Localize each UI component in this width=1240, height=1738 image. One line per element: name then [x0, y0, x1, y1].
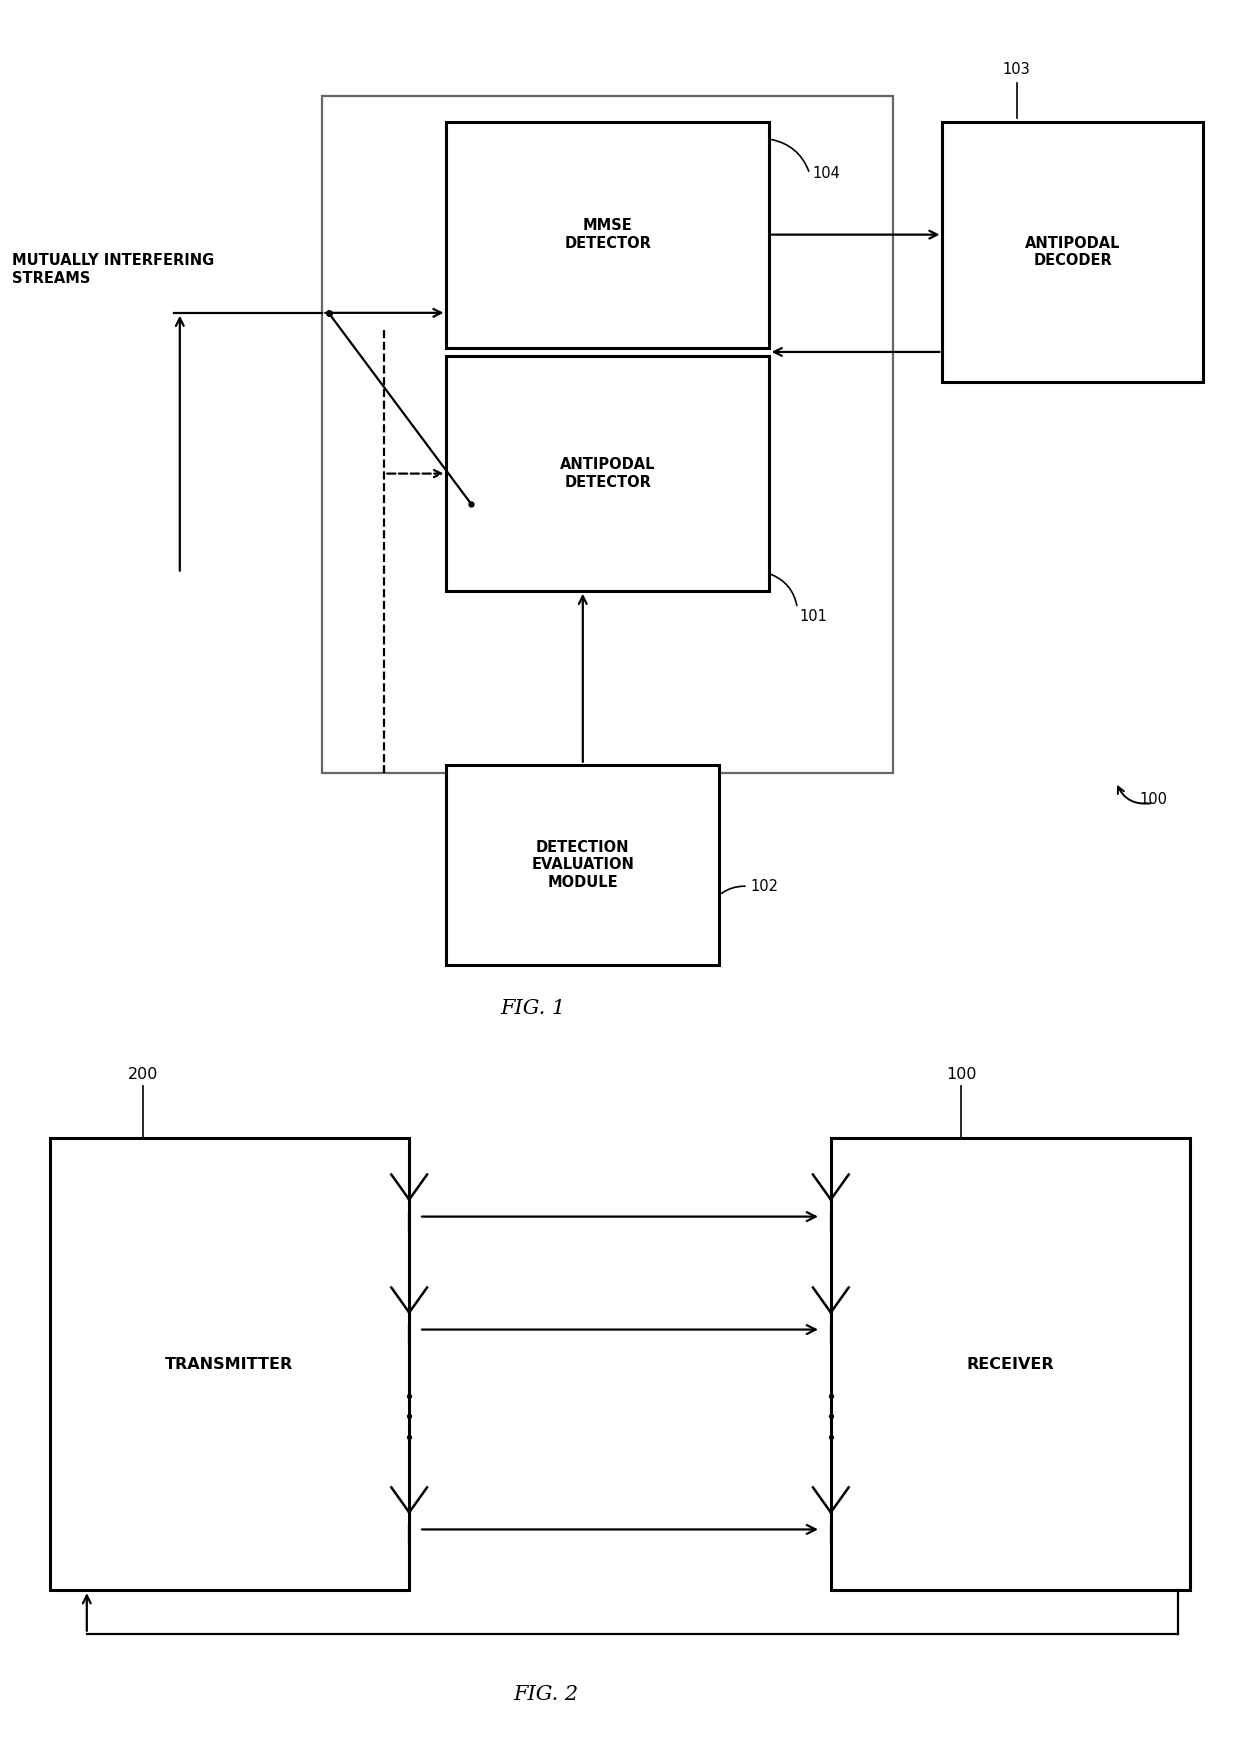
Bar — [942, 122, 1203, 382]
Text: 100: 100 — [1140, 793, 1167, 806]
Text: ANTIPODAL
DETECTOR: ANTIPODAL DETECTOR — [559, 457, 656, 490]
Text: TRANSMITTER: TRANSMITTER — [165, 1357, 294, 1371]
Text: DETECTION
EVALUATION
MODULE: DETECTION EVALUATION MODULE — [532, 839, 634, 890]
Text: 103: 103 — [1003, 63, 1030, 76]
Text: 100: 100 — [946, 1067, 976, 1081]
Text: RECEIVER: RECEIVER — [967, 1357, 1054, 1371]
Text: 102: 102 — [750, 879, 779, 893]
Text: FIG. 2: FIG. 2 — [513, 1686, 578, 1703]
Bar — [831, 1138, 1190, 1590]
Bar — [50, 1138, 409, 1590]
Bar — [322, 96, 893, 773]
Text: 200: 200 — [128, 1067, 157, 1081]
Text: 101: 101 — [800, 610, 827, 624]
Bar — [446, 765, 719, 965]
Text: FIG. 1: FIG. 1 — [501, 999, 565, 1017]
Text: MMSE
DETECTOR: MMSE DETECTOR — [564, 219, 651, 250]
Text: ANTIPODAL
DECODER: ANTIPODAL DECODER — [1024, 236, 1121, 268]
Bar — [446, 122, 769, 348]
Bar — [446, 356, 769, 591]
Text: MUTUALLY INTERFERING
STREAMS: MUTUALLY INTERFERING STREAMS — [12, 254, 215, 285]
Text: 104: 104 — [812, 167, 839, 181]
